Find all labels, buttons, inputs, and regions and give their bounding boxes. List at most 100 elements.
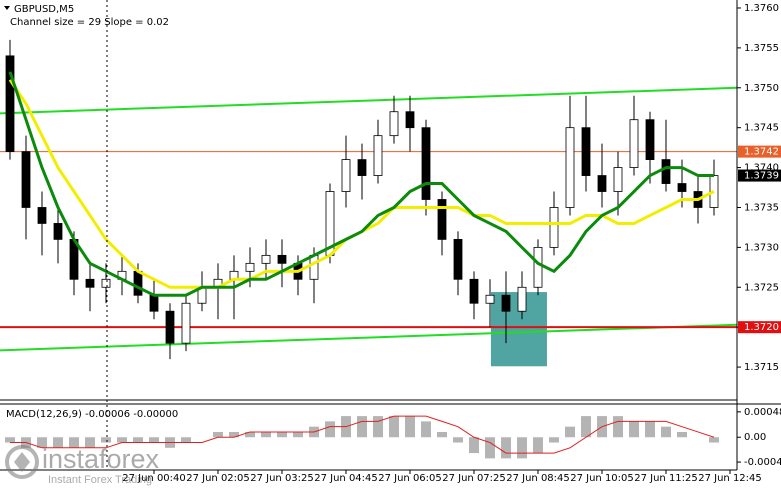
- current-price-label: 1.3739: [744, 171, 779, 182]
- x-tick-label: 27 Jun 10:05: [570, 473, 634, 484]
- logo-icon: [5, 445, 39, 479]
- macd-bar: [181, 437, 191, 443]
- y-tick-label: 1.3760: [744, 3, 779, 14]
- macd-bar: [133, 437, 143, 443]
- x-tick-label: 27 Jun 11:25: [634, 473, 698, 484]
- candle-body: [405, 111, 415, 129]
- macd-y-tick-label: -0.00047: [744, 457, 781, 468]
- candle-body: [341, 159, 351, 192]
- macd-bar: [469, 437, 479, 454]
- candle-body: [613, 167, 623, 192]
- brand-name: instaforex: [42, 444, 160, 474]
- macd-signal: [10, 415, 715, 454]
- candle-body: [485, 294, 495, 304]
- plot: [0, 39, 738, 459]
- moving-average: [8, 71, 714, 297]
- macd-bar: [245, 431, 255, 438]
- macd-bar: [277, 431, 287, 438]
- level-label-bg: [738, 145, 781, 158]
- macd-bar: [501, 437, 511, 459]
- brand-tagline: Instant Forex Trading: [48, 474, 152, 486]
- macd-bar: [293, 431, 303, 438]
- macd-bar: [389, 416, 399, 438]
- candle-body: [133, 270, 143, 296]
- macd-bar: [69, 437, 79, 448]
- macd-bar: [117, 437, 127, 443]
- candle-body: [357, 159, 367, 176]
- y-tick-label: 1.3725: [744, 282, 779, 293]
- macd-y-tick-label: 0.00: [744, 432, 766, 443]
- candle-body: [373, 135, 383, 176]
- macd-bar: [613, 416, 623, 438]
- trend-line: [0, 323, 738, 352]
- candle-body: [677, 183, 687, 192]
- dropdown-icon[interactable]: [4, 6, 10, 10]
- macd-bar: [581, 416, 591, 438]
- level-label: 1.3720: [744, 322, 779, 333]
- candle-body: [309, 254, 319, 280]
- macd-bar: [549, 437, 559, 443]
- macd-bar: [5, 437, 15, 443]
- macd-bar: [229, 431, 239, 438]
- x-tick-label: 27 Jun 02:05: [186, 473, 250, 484]
- macd-bar: [405, 416, 415, 438]
- macd-title: MACD(12,26,9) -0.00006 -0.00000: [6, 409, 178, 420]
- macd-bar: [213, 431, 223, 438]
- x-tick-label: 27 Jun 08:45: [506, 473, 570, 484]
- candle-body: [469, 278, 479, 304]
- candle-body: [549, 207, 559, 248]
- candle-body: [661, 159, 671, 184]
- y-tick-label: 1.3755: [744, 43, 779, 54]
- macd-bar: [709, 437, 719, 443]
- y-tick-label: 1.3750: [744, 83, 779, 94]
- candle-body: [629, 119, 639, 168]
- candle-body: [501, 294, 511, 312]
- candle-body: [645, 119, 655, 160]
- candle-body: [37, 207, 47, 224]
- macd-bar: [373, 416, 383, 438]
- candle-body: [277, 254, 287, 264]
- candle-body: [165, 310, 175, 344]
- macd-bar: [53, 437, 63, 448]
- macd-bar: [357, 416, 367, 438]
- logo: instaforex Instant Forex Trading: [5, 444, 160, 486]
- candle-body: [581, 127, 591, 176]
- y-tick-label: 1.3735: [744, 202, 779, 213]
- candle-body: [533, 246, 543, 288]
- candle-body: [85, 278, 95, 288]
- macd-bar: [421, 421, 431, 438]
- x-tick-label: 27 Jun 12:45: [698, 473, 762, 484]
- macd-bar: [453, 437, 463, 443]
- macd-bar: [261, 431, 271, 438]
- macd-bar: [517, 437, 527, 459]
- x-tick-label: 27 Jun 06:05: [378, 473, 442, 484]
- candle-body: [421, 127, 431, 200]
- x-tick-label: 27 Jun 04:45: [314, 473, 378, 484]
- macd-bar: [661, 426, 671, 438]
- macd-bar: [85, 437, 95, 448]
- macd-bar: [325, 421, 335, 438]
- macd-y-tick-label: 0.00048: [744, 407, 781, 418]
- macd-bar: [565, 426, 575, 438]
- candle-body: [53, 223, 63, 240]
- x-tick-label: 27 Jun 03:25: [250, 473, 314, 484]
- macd-bar: [533, 437, 543, 454]
- candle-body: [101, 278, 111, 288]
- level-label-bg: [738, 321, 781, 334]
- y-tick-label: 1.3740: [744, 163, 779, 174]
- candle-body: [517, 286, 527, 312]
- candle-body: [5, 55, 15, 153]
- y-tick-label: 1.3730: [744, 242, 779, 253]
- candle-body: [21, 151, 31, 208]
- chart-title: GBPUSD,M5: [14, 4, 74, 15]
- x-tick-label: 27 Jun 07:25: [442, 473, 506, 484]
- y-tick-label: 1.3715: [744, 362, 779, 373]
- candle-body: [149, 294, 159, 312]
- macd-bar: [677, 431, 687, 438]
- candle-body: [245, 262, 255, 272]
- x-tick-label: 27 Jun 00:40: [122, 473, 186, 484]
- candle-body: [261, 254, 271, 264]
- macd-bar: [645, 421, 655, 438]
